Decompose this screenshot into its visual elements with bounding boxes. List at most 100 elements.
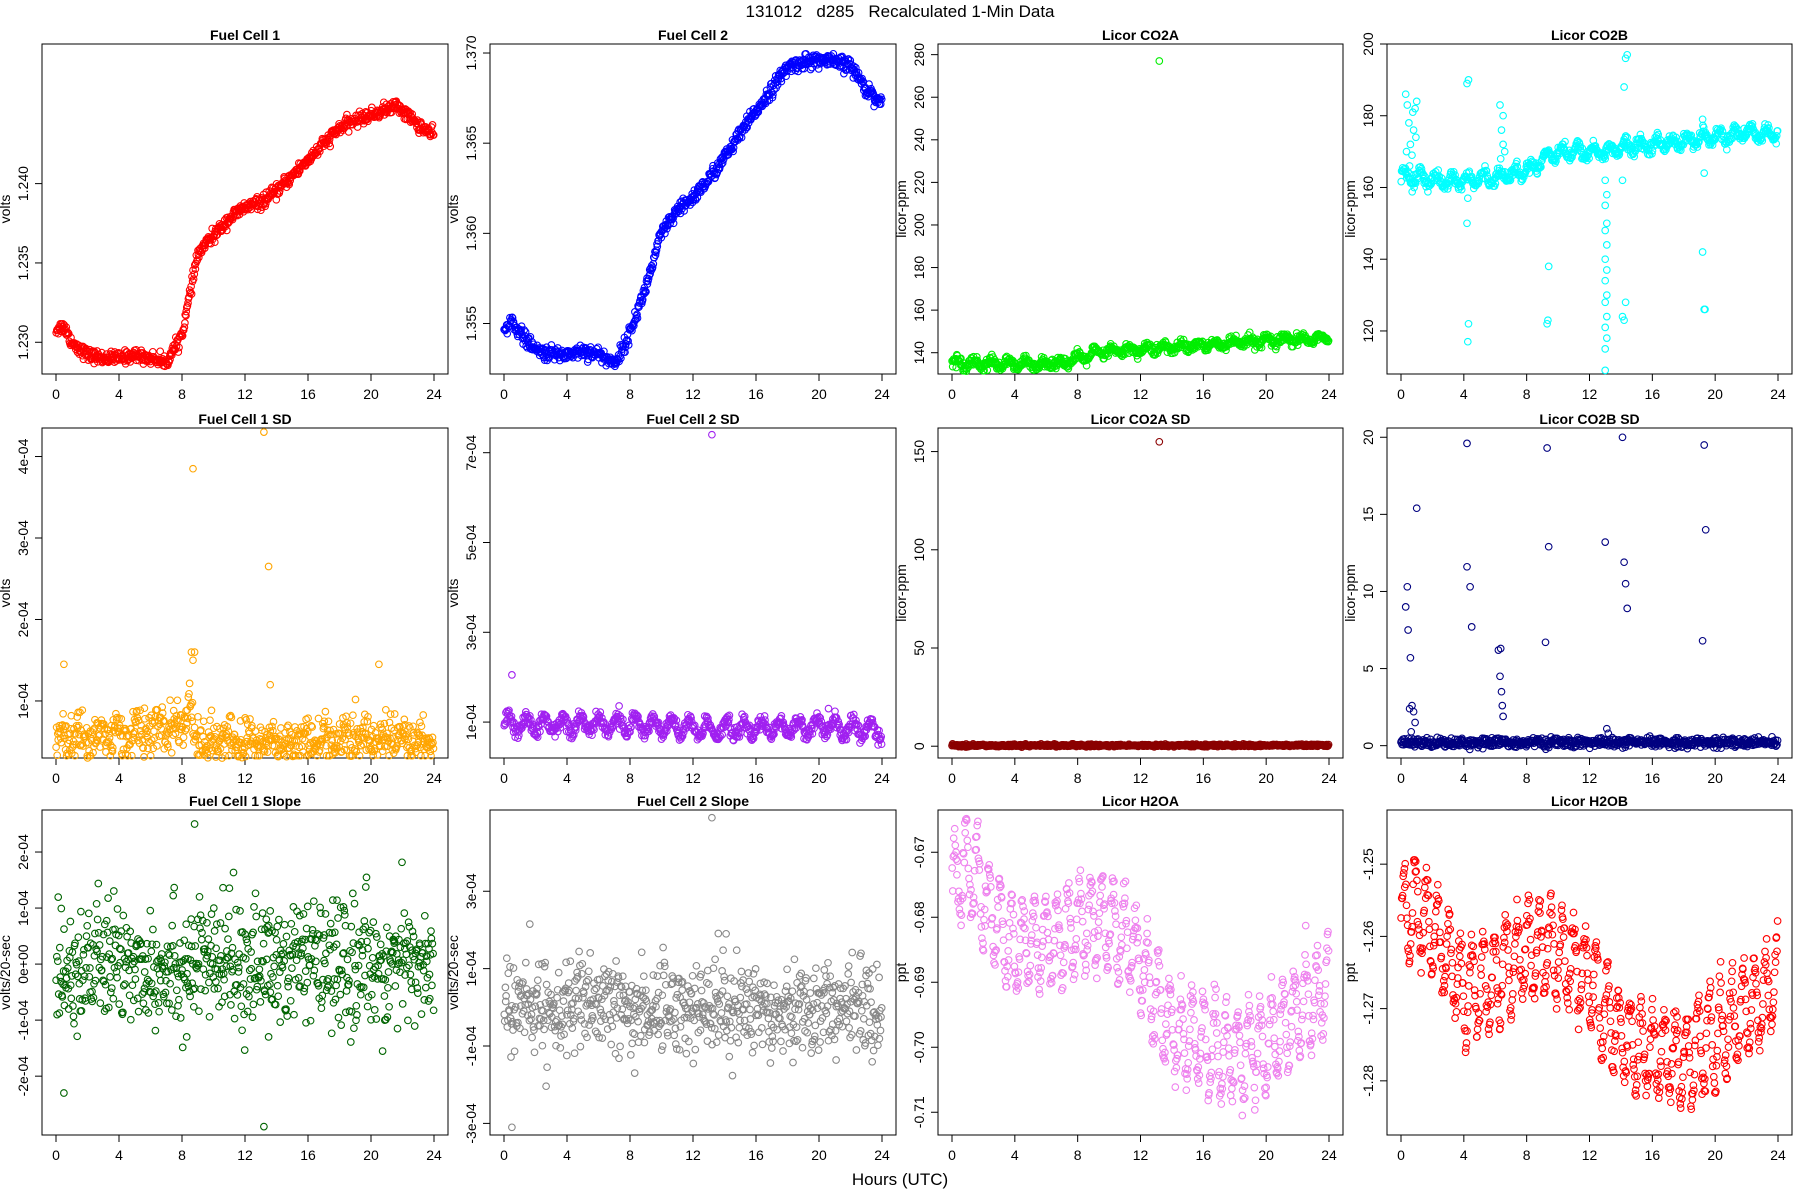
data-point [865, 80, 873, 88]
y-tick-label: 1.360 [463, 216, 479, 251]
y-axis-label: licor-ppm [1342, 180, 1358, 238]
data-point [547, 341, 556, 349]
data-point [189, 275, 198, 283]
outlier-point [1601, 345, 1610, 353]
plot-frame [489, 43, 897, 375]
outlier-point [1463, 337, 1472, 346]
y-tick-label: 280 [911, 43, 927, 67]
x-tick-label: 16 [1196, 386, 1212, 402]
data-point [628, 326, 636, 335]
data-point [729, 147, 737, 156]
outlier-point [1403, 101, 1412, 109]
data-point [768, 93, 777, 102]
outlier-point [1621, 298, 1630, 307]
outlier-point [189, 464, 197, 473]
plot-frame [937, 43, 1344, 375]
outlier-point [375, 660, 383, 669]
y-tick-label: 50 [911, 640, 927, 656]
data-point [983, 366, 992, 374]
data-point [644, 274, 653, 283]
outlier-point [1412, 97, 1421, 106]
data-point [182, 311, 190, 320]
outlier-point [1602, 334, 1611, 342]
y-tick-label: 1e-04 [463, 704, 479, 740]
chart-panel: Fuel Cell 2 SD0 4 8 12 16 20 241e-043e-045e-04… [445, 411, 897, 786]
y-tick-label: 1.370 [463, 35, 479, 70]
outlier-point [1412, 133, 1420, 142]
data-point [503, 329, 512, 338]
x-tick-label: 12 [685, 386, 701, 402]
outlier-point [1698, 248, 1707, 256]
data-point [646, 270, 654, 278]
data-point [181, 310, 190, 319]
outlier-point [60, 660, 68, 669]
data-point [180, 323, 189, 332]
data-point [769, 90, 777, 99]
y-tick-label: 220 [911, 170, 927, 194]
data-point [166, 696, 174, 705]
data-series [52, 97, 438, 371]
data-point [326, 142, 335, 151]
outlier-point [1601, 276, 1610, 285]
x-tick-label: 4 [115, 770, 123, 786]
data-point [141, 714, 149, 723]
x-tick-label: 8 [178, 386, 186, 402]
outlier-point [824, 704, 833, 713]
x-tick-label: 0 [1397, 386, 1405, 402]
outlier-point [1601, 366, 1610, 375]
y-axis-label: volts [0, 195, 13, 224]
data-point [175, 343, 183, 352]
data-point [783, 67, 791, 75]
data-point [285, 180, 294, 189]
data-point [179, 326, 188, 334]
panel-title: Licor CO2A [1102, 27, 1179, 43]
y-axis-label: volts [445, 579, 461, 608]
outlier-point [1499, 111, 1507, 120]
x-tick-label: 0 [500, 386, 508, 402]
data-point [648, 263, 657, 272]
data-point [417, 722, 426, 731]
outlier-point [189, 656, 197, 665]
data-point [200, 244, 209, 252]
outlier-point [1497, 126, 1506, 134]
outlier-point [1499, 140, 1507, 149]
data-point [653, 242, 662, 251]
data-point [199, 717, 208, 726]
data-point [194, 712, 202, 721]
data-point [517, 326, 525, 334]
data-point [173, 696, 182, 705]
data-point [181, 319, 189, 327]
outlier-point [1601, 323, 1610, 332]
data-point [179, 733, 188, 742]
y-axis-label: licor-ppm [893, 180, 909, 238]
chart-panel: Fuel Cell 1 SD0 4 8 12 16 20 241e-042e-043e-04… [0, 411, 449, 786]
outlier-point [1620, 83, 1628, 91]
x-tick-label: 24 [874, 770, 890, 786]
outlier-point [1155, 57, 1164, 65]
x-tick-label: 4 [1011, 770, 1019, 786]
data-point [661, 229, 669, 238]
data-point [60, 321, 68, 329]
data-point [641, 288, 650, 297]
x-tick-label: 12 [1133, 386, 1149, 402]
outlier-point [1602, 266, 1611, 274]
data-point [416, 118, 424, 127]
y-tick-label: 200 [911, 213, 927, 237]
data-point [64, 329, 73, 338]
x-tick-label: 0 [948, 386, 956, 402]
x-tick-label: 24 [1321, 386, 1337, 402]
outlier-point [1500, 147, 1509, 156]
data-series [500, 49, 886, 371]
outlier-point [708, 430, 716, 439]
x-tick-label: 20 [363, 386, 379, 402]
x-tick-label: 4 [563, 386, 571, 402]
x-tick-label: 20 [1707, 386, 1723, 402]
y-tick-label: 160 [911, 298, 927, 322]
data-point [183, 302, 192, 310]
x-tick-label: 20 [811, 770, 827, 786]
y-tick-label: 180 [1360, 104, 1376, 128]
outlier-point [1601, 255, 1610, 264]
data-point [148, 347, 157, 356]
x-tick-label: 20 [811, 386, 827, 402]
